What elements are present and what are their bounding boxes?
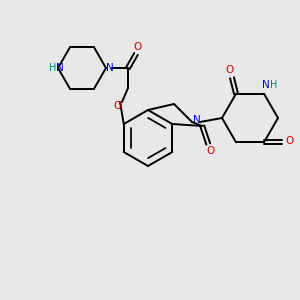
Text: N: N [193,115,201,125]
Text: N: N [56,63,64,73]
Text: O: O [134,42,142,52]
Text: O: O [226,65,234,75]
Text: O: O [286,136,294,146]
Text: N: N [262,80,270,90]
Text: O: O [206,146,214,156]
Text: O: O [113,101,121,111]
Text: H: H [49,63,57,73]
Text: N: N [106,63,114,73]
Text: H: H [270,80,278,90]
